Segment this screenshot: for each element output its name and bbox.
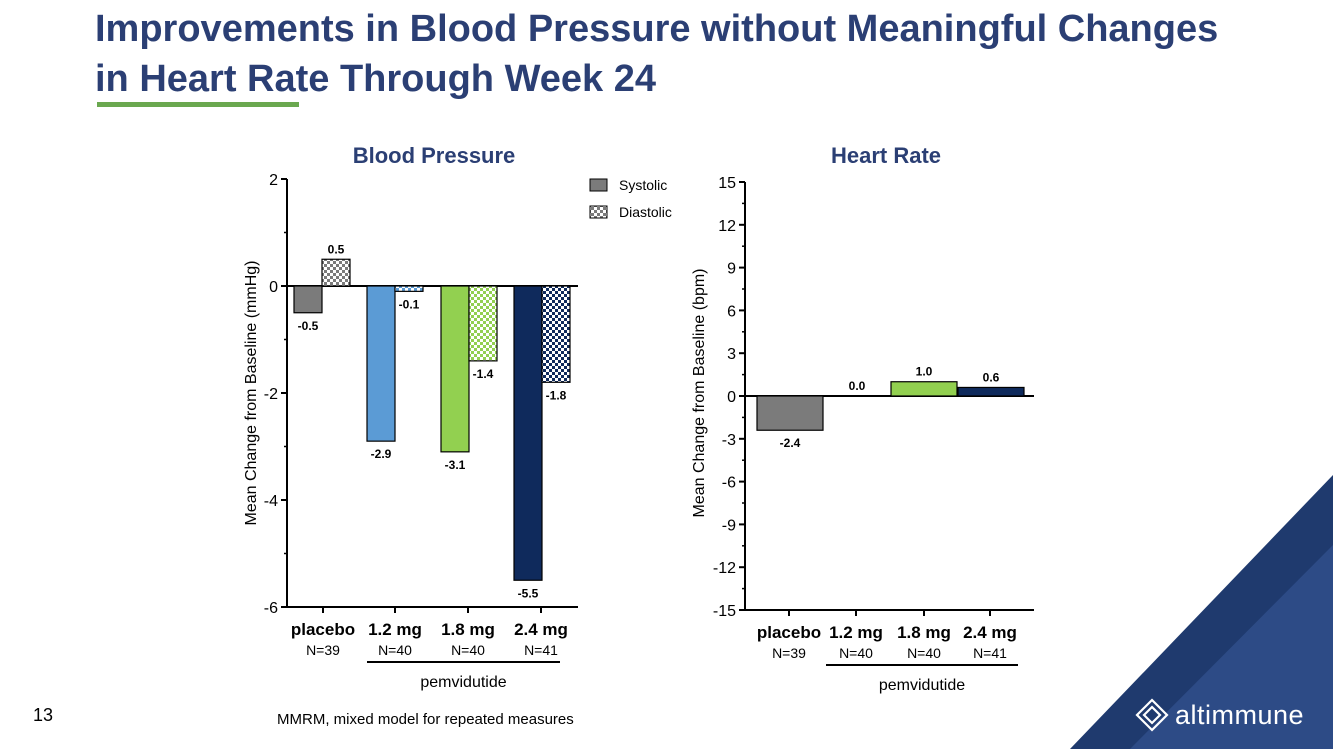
legend-systolic-label: Systolic xyxy=(619,177,667,193)
hr-data-label: 0.6 xyxy=(983,370,1000,384)
hr-chart-title: Heart Rate xyxy=(831,143,941,168)
hr-data-label: 0.0 xyxy=(849,379,866,393)
legend-diastolic-swatch xyxy=(589,205,608,219)
bp-category-label: 1.8 mg xyxy=(441,620,495,639)
footnote: MMRM, mixed model for repeated measures xyxy=(277,711,574,728)
hr-category-label: 1.2 mg xyxy=(829,623,883,642)
hr-y-tick-label: -12 xyxy=(713,560,736,577)
bp-n-label: N=39 xyxy=(306,642,340,658)
bp-y-tick-label: -4 xyxy=(264,493,278,510)
hr-bar-heart-rate xyxy=(890,381,958,397)
altimmune-logo: altimmune xyxy=(1135,697,1304,733)
bp-bars: -0.5 -2.9 -3.1 -5.5 0.5 -0.1 -1.4 -1.8 xyxy=(293,242,571,600)
hr-y-tick-label: -6 xyxy=(722,475,736,492)
logo-text: altimmune xyxy=(1175,699,1305,730)
bp-category-label: 2.4 mg xyxy=(514,620,568,639)
legend-diastolic-label: Diastolic xyxy=(619,204,672,220)
bp-data-label: -1.8 xyxy=(546,388,567,402)
bp-n-label: N=41 xyxy=(524,642,558,658)
bp-bar-systolic xyxy=(366,285,396,442)
bp-bar-diastolic xyxy=(468,285,498,362)
bp-data-label: -1.4 xyxy=(473,367,494,381)
bp-bar-diastolic xyxy=(394,285,424,292)
bp-categories: placebo N=39 1.2 mg N=40 1.8 mg N=40 2.4 mg N=4… xyxy=(291,607,568,691)
hr-y-axis-label: Mean Change from Baseline (bpm) xyxy=(691,268,708,517)
bp-y-axis-label: Mean Change from Baseline (mmHg) xyxy=(243,261,260,526)
hr-y-tick-label: -15 xyxy=(713,603,736,620)
hr-category-label: placebo xyxy=(757,623,821,642)
hr-y-tick-label: 12 xyxy=(718,218,736,235)
bp-data-label: -3.1 xyxy=(445,458,466,472)
hr-data-label: 1.0 xyxy=(916,365,933,379)
legend-systolic-swatch xyxy=(589,178,608,192)
bp-n-label: N=40 xyxy=(378,642,412,658)
bp-category-label: 1.2 mg xyxy=(368,620,422,639)
hr-y-tick-label: 6 xyxy=(727,303,736,320)
bp-y-axis: 2 0 -2 -4 -6 xyxy=(264,172,578,617)
bp-bar-diastolic xyxy=(541,285,571,383)
bp-category-label: placebo xyxy=(291,620,355,639)
hr-y-axis: 15 12 9 6 3 0 -3 -6 -9 -12 -15 xyxy=(713,175,1034,620)
hr-y-tick-label: 15 xyxy=(718,175,736,192)
hr-y-tick-label: -9 xyxy=(722,517,736,534)
bp-y-tick-label: 2 xyxy=(269,172,278,189)
hr-data-label: -2.4 xyxy=(780,436,801,450)
hr-categories: placebo N=39 1.2 mg N=40 1.8 mg N=40 2.4 mg N=4… xyxy=(757,610,1018,694)
bp-data-label: -0.5 xyxy=(298,319,319,333)
bp-y-tick-label: -2 xyxy=(264,386,278,403)
corner-decoration xyxy=(1070,475,1333,749)
bp-data-label: -5.5 xyxy=(518,586,539,600)
bp-bar-diastolic xyxy=(321,258,351,287)
hr-bar-heart-rate xyxy=(756,395,824,431)
hr-y-tick-label: 0 xyxy=(727,389,736,406)
bp-data-label: 0.5 xyxy=(328,242,345,256)
bp-bar-systolic xyxy=(440,285,470,453)
hr-n-label: N=39 xyxy=(772,645,806,661)
bp-n-label: N=40 xyxy=(451,642,485,658)
bp-data-label: -0.1 xyxy=(399,297,420,311)
hr-y-tick-label: 3 xyxy=(727,346,736,363)
hr-n-label: N=40 xyxy=(839,645,873,661)
bp-group-label: pemvidutide xyxy=(420,674,506,691)
bp-y-tick-label: 0 xyxy=(269,279,278,296)
hr-n-label: N=41 xyxy=(973,645,1007,661)
hr-y-tick-label: -3 xyxy=(722,432,736,449)
logo-diamond-icon xyxy=(1135,698,1169,732)
bp-data-label: -2.9 xyxy=(371,447,392,461)
bp-bar-systolic xyxy=(293,285,323,314)
bp-bar-systolic xyxy=(513,285,543,581)
hr-y-tick-label: 9 xyxy=(727,261,736,278)
hr-bars: -2.4 0.0 1.0 0.6 xyxy=(756,365,1025,450)
hr-group-label: pemvidutide xyxy=(879,677,965,694)
hr-n-label: N=40 xyxy=(907,645,941,661)
hr-category-label: 1.8 mg xyxy=(897,623,951,642)
title-underline xyxy=(97,102,299,107)
hr-category-label: 2.4 mg xyxy=(963,623,1017,642)
bp-chart-title: Blood Pressure xyxy=(353,143,516,168)
bp-y-tick-label: -6 xyxy=(264,600,278,617)
hr-bar-heart-rate xyxy=(957,386,1025,397)
slide-number: 13 xyxy=(33,705,54,725)
slide-title: Improvements in Blood Pressure without M… xyxy=(95,8,1219,100)
